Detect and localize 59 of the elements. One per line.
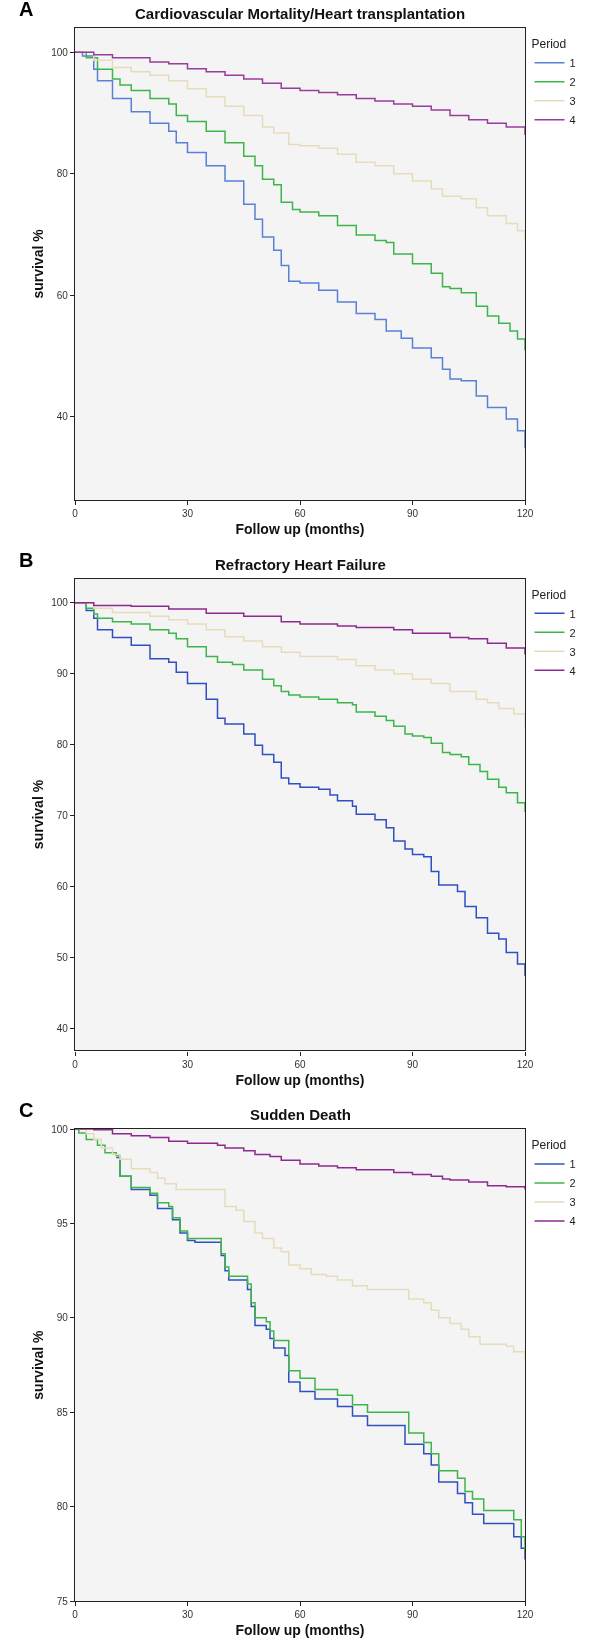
legend-label: 3: [569, 1196, 576, 1209]
legend-label: 4: [569, 114, 576, 127]
y-axis-title: survival %: [29, 1329, 46, 1400]
chart-title: Refractory Heart Failure: [215, 556, 386, 573]
y-tick-label: 50: [56, 951, 69, 963]
y-tick-label: 80: [56, 1501, 69, 1513]
legend-label: 2: [569, 626, 576, 639]
x-tick-label: 30: [181, 1058, 194, 1070]
x-tick-label: 60: [294, 508, 306, 519]
chart-title: Sudden Death: [250, 1106, 351, 1123]
legend-label: 3: [569, 645, 576, 658]
y-tick-label: 100: [51, 46, 69, 58]
y-axis-title: survival %: [29, 228, 46, 299]
x-tick-label: 30: [181, 508, 194, 519]
y-tick-label: 75: [56, 1595, 69, 1607]
y-tick-label: 85: [56, 1406, 69, 1418]
x-tick-label: 0: [72, 508, 79, 519]
legend-label: 3: [569, 95, 576, 108]
x-tick-label: 120: [516, 1609, 534, 1621]
legend-title: Period: [531, 37, 567, 52]
y-tick-label: 70: [56, 810, 69, 822]
x-tick-label: 120: [516, 1058, 534, 1070]
x-tick-label: 90: [406, 1609, 419, 1621]
x-axis-title: Follow up (months): [235, 521, 365, 538]
x-tick-label: 120: [516, 508, 534, 519]
x-axis-title: Follow up (months): [235, 1071, 365, 1088]
y-tick-label: 80: [56, 168, 69, 180]
x-tick-label: 60: [294, 1609, 306, 1621]
x-tick-label: 90: [406, 1058, 419, 1070]
legend-label: 4: [569, 664, 576, 677]
legend-label: 1: [569, 607, 576, 620]
y-tick-label: 100: [51, 597, 69, 609]
legend-label: 2: [569, 1177, 576, 1190]
text: B: [19, 549, 34, 571]
x-tick-label: 30: [181, 1609, 194, 1621]
legend-title: Period: [531, 587, 567, 602]
y-tick-label: 60: [56, 289, 69, 301]
text: A: [19, 0, 34, 20]
legend-label: 1: [569, 1158, 576, 1171]
text: C: [19, 1099, 34, 1121]
y-tick-label: 90: [56, 668, 69, 680]
x-tick-label: 0: [72, 1058, 79, 1070]
legend-label: 1: [569, 57, 576, 70]
x-axis-title: Follow up (months): [235, 1622, 365, 1639]
legend-label: 2: [569, 76, 576, 89]
x-tick-label: 90: [406, 508, 419, 519]
y-tick-label: 80: [56, 739, 69, 751]
y-tick-label: 40: [56, 1022, 69, 1034]
x-tick-label: 0: [72, 1609, 79, 1621]
chart-title: Cardiovascular Mortality/Heart transplantation: [135, 5, 466, 22]
y-tick-label: 100: [51, 1123, 69, 1135]
x-tick-label: 60: [294, 1058, 306, 1070]
y-axis-title: survival %: [29, 779, 46, 850]
y-tick-label: 60: [56, 881, 69, 893]
y-tick-label: 95: [56, 1217, 69, 1229]
y-tick-label: 40: [56, 411, 69, 423]
legend-label: 4: [569, 1215, 576, 1228]
legend-title: Period: [531, 1138, 567, 1153]
y-tick-label: 90: [56, 1312, 69, 1324]
